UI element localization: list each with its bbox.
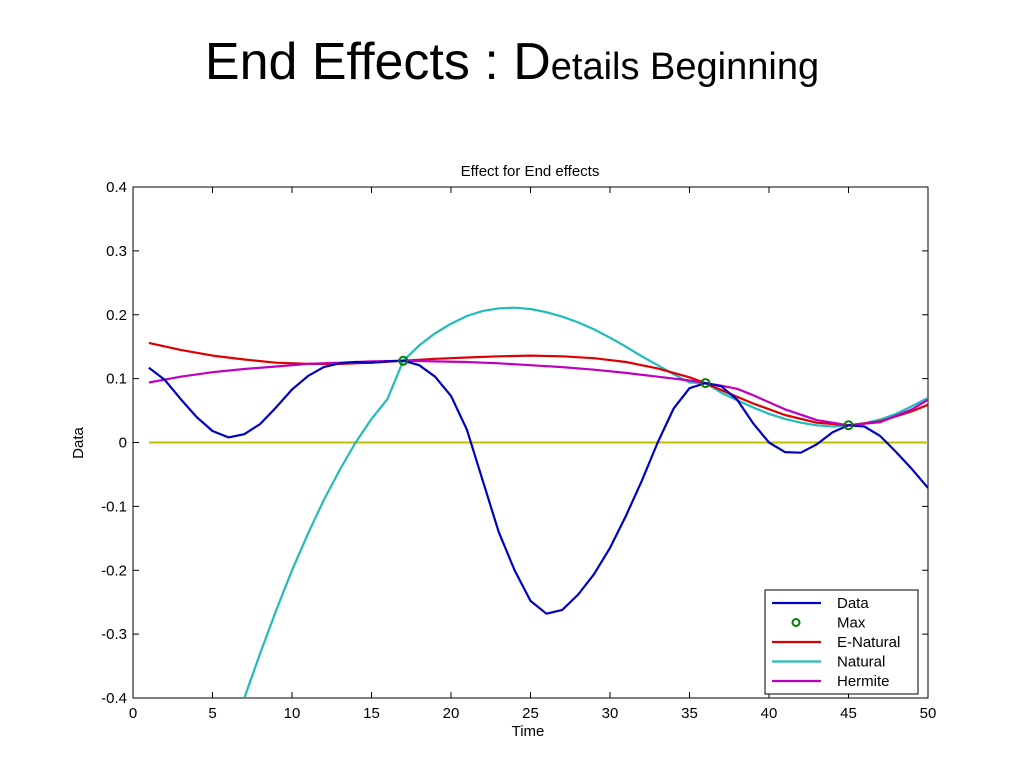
y-tick-label: 0.3 xyxy=(106,243,127,260)
y-tick-label: 0.1 xyxy=(106,371,127,388)
y-tick-label: 0.2 xyxy=(106,307,127,324)
y-tick-label: 0 xyxy=(119,435,127,452)
x-tick-label: 20 xyxy=(443,705,460,722)
legend-label: Data xyxy=(837,595,869,612)
legend-label: E-Natural xyxy=(837,634,900,651)
series-line-e-natural xyxy=(148,341,928,427)
legend-label: Max xyxy=(837,615,866,632)
legend: Data Max E-Natural Natural Hermite xyxy=(764,589,919,695)
series-line-data xyxy=(148,359,928,615)
series-layer xyxy=(148,306,928,698)
legend-label: Natural xyxy=(837,654,885,671)
y-tick-label: -0.3 xyxy=(101,626,127,643)
slide-title-tail: etails Beginning xyxy=(550,46,820,88)
chart-title: Effect for End effects xyxy=(461,163,600,180)
series-line-natural xyxy=(243,306,928,698)
y-tick-label: -0.4 xyxy=(101,690,127,707)
y-tick-label: 0.4 xyxy=(106,179,127,196)
legend-swatch-max xyxy=(791,618,801,627)
legend-label: Hermite xyxy=(837,673,890,690)
x-tick-label: 50 xyxy=(920,705,937,722)
y-tick-label: -0.1 xyxy=(101,498,127,515)
slide-title-main: End Effects : D xyxy=(204,33,551,91)
max-marker xyxy=(700,378,711,389)
series-line-hermite xyxy=(148,359,928,427)
y-axis-ticks: -0.4 -0.3 -0.2 -0.1 0 0.1 0.2 0.3 0.4 xyxy=(101,179,928,707)
max-marker xyxy=(398,355,409,366)
x-tick-label: 25 xyxy=(522,705,539,722)
x-tick-label: 30 xyxy=(602,705,619,722)
x-tick-label: 0 xyxy=(129,705,137,722)
x-tick-label: 35 xyxy=(681,705,698,722)
y-tick-label: -0.2 xyxy=(101,562,127,579)
x-tick-label: 40 xyxy=(761,705,778,722)
x-axis-label: Time xyxy=(512,723,545,740)
x-tick-label: 45 xyxy=(840,705,857,722)
x-tick-label: 5 xyxy=(208,705,216,722)
x-tick-label: 15 xyxy=(363,705,380,722)
slide-title: End Effects : Details Beginning xyxy=(0,36,1024,88)
y-axis-label: Data xyxy=(70,427,87,459)
x-axis-ticks: 0 5 10 15 20 25 30 35 40 45 50 xyxy=(129,187,937,722)
x-tick-label: 10 xyxy=(284,705,301,722)
marker-layer xyxy=(398,355,854,431)
max-marker xyxy=(843,420,854,431)
